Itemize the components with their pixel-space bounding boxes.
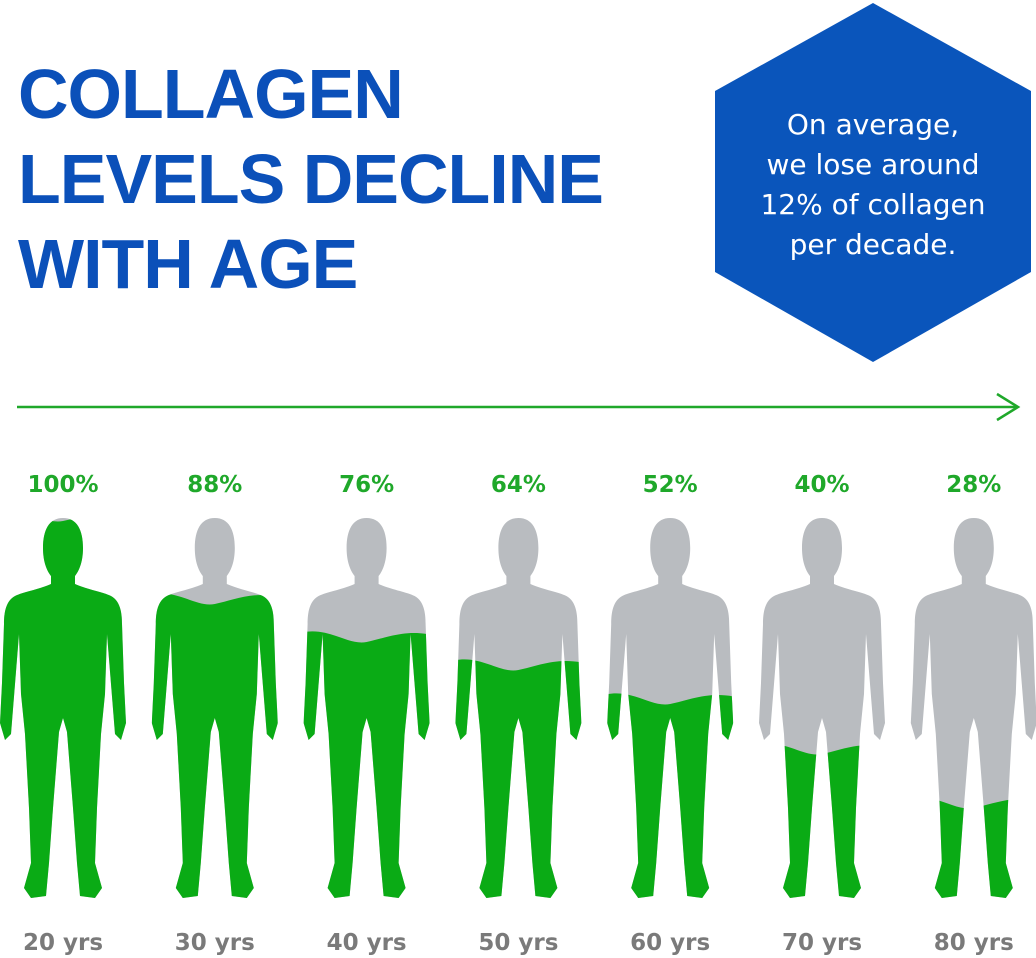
percentage-label: 100% [27, 472, 98, 498]
age-label: 40 yrs [327, 930, 407, 956]
percentage-label: 64% [491, 472, 546, 498]
percentage-label: 76% [339, 472, 394, 498]
body-figure [303, 518, 430, 898]
depleted-silhouette [910, 518, 1036, 898]
body-figure [0, 518, 126, 898]
hexagon [715, 3, 1031, 362]
collagen-level-fill [151, 593, 278, 898]
title-line: COLLAGEN [18, 55, 404, 133]
callout-text: On average, we lose around 12% of collag… [730, 105, 1016, 265]
body-figure [151, 518, 278, 898]
percentage-label: 88% [187, 472, 242, 498]
age-label: 50 yrs [478, 930, 558, 956]
timeline-arrow [17, 392, 1021, 422]
callout-line: we lose around [766, 148, 980, 181]
percentage-label: 52% [643, 472, 698, 498]
callout-line: On average, [786, 108, 960, 141]
body-figure [455, 518, 582, 898]
depleted-silhouette [759, 518, 885, 898]
collagen-level-fill [0, 518, 126, 898]
page-title: COLLAGEN LEVELS DECLINE WITH AGE [18, 52, 604, 307]
collagen-level-fill [303, 631, 430, 898]
callout-line: per decade. [789, 228, 957, 261]
collagen-level-fill [759, 743, 885, 898]
collagen-level-fill [607, 693, 734, 898]
age-label: 30 yrs [175, 930, 255, 956]
age-label: 80 yrs [934, 930, 1014, 956]
percentage-label: 28% [946, 472, 1001, 498]
collagen-level-fill [910, 797, 1036, 898]
callout-line: 12% of collagen [760, 188, 986, 221]
title-line: WITH AGE [18, 225, 358, 303]
hexagon-callout-shape [715, 3, 1031, 362]
collagen-level-fill [455, 659, 582, 898]
body-figure [759, 518, 885, 898]
body-figure [607, 518, 734, 898]
percentage-label: 40% [794, 472, 849, 498]
title-line: LEVELS DECLINE [18, 140, 604, 218]
age-label: 60 yrs [630, 930, 710, 956]
age-label: 70 yrs [782, 930, 862, 956]
body-figure [910, 518, 1036, 898]
age-label: 20 yrs [23, 930, 103, 956]
